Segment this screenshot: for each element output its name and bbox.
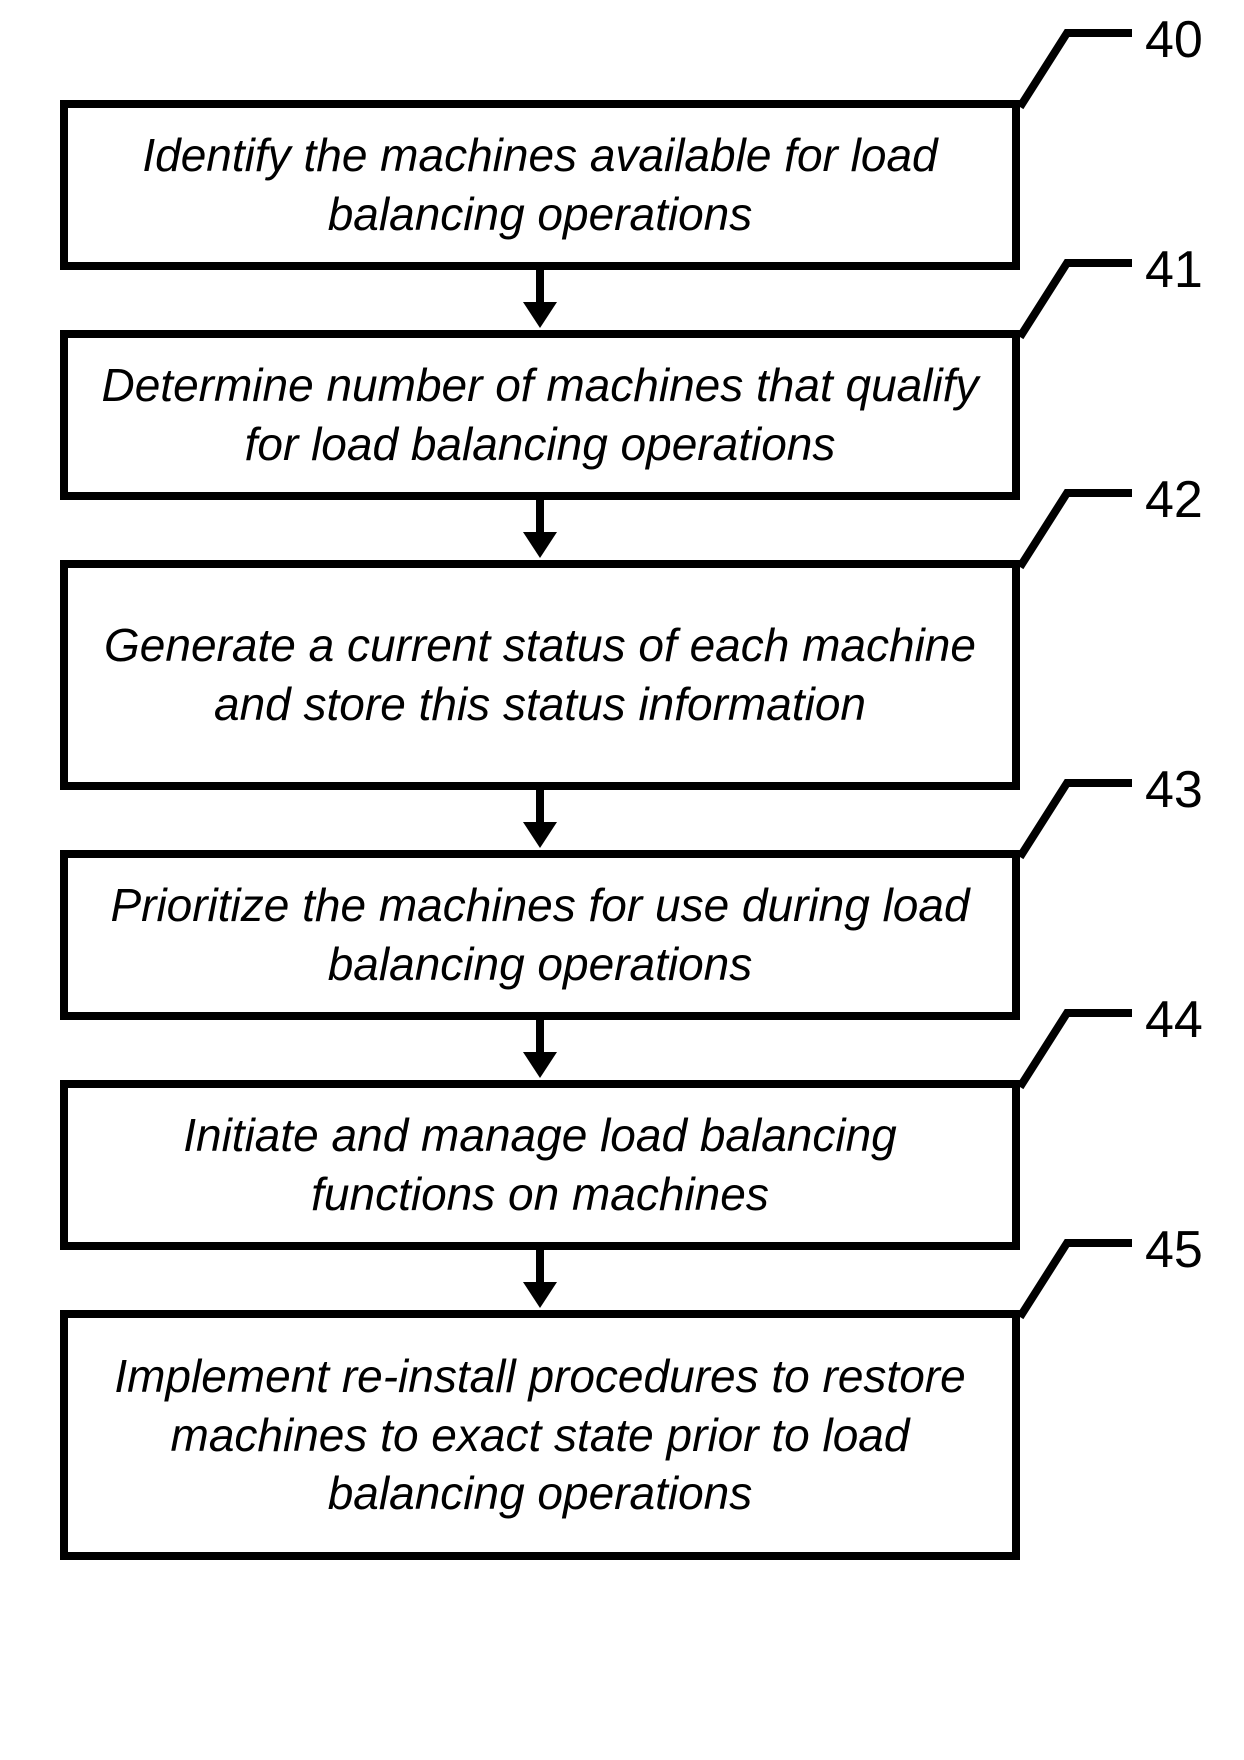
- step-wrapper-40: 40 Identify the machines available for l…: [60, 100, 1180, 270]
- ref-44: 44: [1145, 990, 1203, 1050]
- arrow-4-5: [60, 1250, 1020, 1310]
- step-text-43: Prioritize the machines for use during l…: [98, 876, 982, 994]
- ref-45: 45: [1145, 1220, 1203, 1280]
- ref-43: 43: [1145, 760, 1203, 820]
- step-box-40: Identify the machines available for load…: [60, 100, 1020, 270]
- step-text-42: Generate a current status of each machin…: [98, 616, 982, 734]
- step-wrapper-43: 43 Prioritize the machines for use durin…: [60, 850, 1180, 1020]
- step-box-41: Determine number of machines that qualif…: [60, 330, 1020, 500]
- step-text-40: Identify the machines available for load…: [98, 126, 982, 244]
- ref-40: 40: [1145, 10, 1203, 70]
- step-box-44: Initiate and manage load balancing funct…: [60, 1080, 1020, 1250]
- arrow-3-4: [60, 1020, 1020, 1080]
- step-text-44: Initiate and manage load balancing funct…: [98, 1106, 982, 1224]
- step-wrapper-45: 45 Implement re-install procedures to re…: [60, 1310, 1180, 1560]
- step-text-45: Implement re-install procedures to resto…: [98, 1347, 982, 1524]
- arrow-1-2: [60, 500, 1020, 560]
- step-box-45: Implement re-install procedures to resto…: [60, 1310, 1020, 1560]
- arrow-2-3: [60, 790, 1020, 850]
- arrow-0-1: [60, 270, 1020, 330]
- step-wrapper-42: 42 Generate a current status of each mac…: [60, 560, 1180, 790]
- step-wrapper-41: 41 Determine number of machines that qua…: [60, 330, 1180, 500]
- ref-41: 41: [1145, 240, 1203, 300]
- step-text-41: Determine number of machines that qualif…: [98, 356, 982, 474]
- step-box-43: Prioritize the machines for use during l…: [60, 850, 1020, 1020]
- ref-42: 42: [1145, 470, 1203, 530]
- flowchart-container: 40 Identify the machines available for l…: [60, 100, 1180, 1560]
- step-box-42: Generate a current status of each machin…: [60, 560, 1020, 790]
- step-wrapper-44: 44 Initiate and manage load balancing fu…: [60, 1080, 1180, 1250]
